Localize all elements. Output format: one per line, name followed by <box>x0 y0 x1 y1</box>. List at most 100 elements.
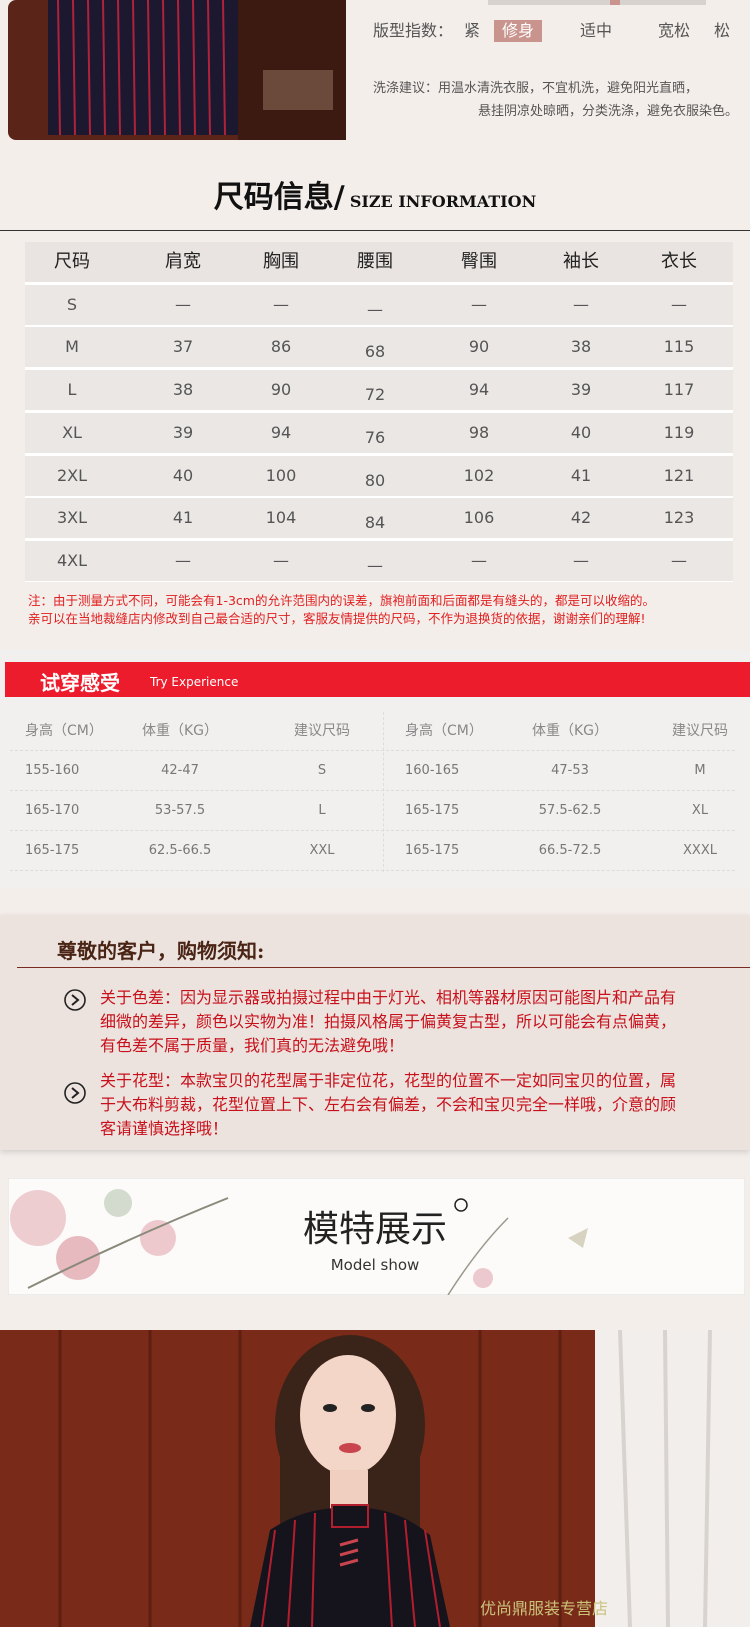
table-cell: L <box>67 380 77 400</box>
table-cell: 90 <box>468 337 490 357</box>
fit-option: 紧 <box>464 21 481 40</box>
notice-panel <box>0 915 750 1150</box>
table-cell: — <box>671 550 687 570</box>
table-cell: 62.5-66.5 <box>148 843 212 858</box>
table-cell: 47-53 <box>551 763 589 778</box>
table-row <box>25 284 733 325</box>
table-cell: 76 <box>364 427 386 447</box>
table-cell: — <box>367 555 383 575</box>
table-cell: 165-170 <box>25 803 80 818</box>
table-cell: 68 <box>364 342 386 362</box>
table-cell: 72 <box>364 385 386 405</box>
table-cell: 121 <box>663 465 695 485</box>
notice-title: 尊敬的客户，购物须知: <box>57 939 265 963</box>
header-cell: 胸围 <box>263 251 299 272</box>
fit-option: 宽松 <box>658 21 691 40</box>
table-cell: — <box>573 550 589 570</box>
size-note: 注：由于测量方式不同，可能会有1-3cm的允许范围内的误差，旗袍前面和后面都是有… <box>28 593 655 608</box>
table-cell: XXL <box>309 843 335 858</box>
header-cell: 体重（KG） <box>141 723 219 739</box>
fit-option: 适中 <box>580 21 613 40</box>
try-table: 身高（CM） 体重（KG） 建议尺码 身高（CM） 体重（KG） 建议尺码 155-160 4… <box>0 712 750 882</box>
fit-marker <box>610 0 620 5</box>
table-cell: 38 <box>570 337 592 357</box>
watermark: 优尚鼎服装专营店 <box>480 1599 609 1618</box>
table-cell: 117 <box>663 380 695 400</box>
row-divider <box>10 870 735 871</box>
table-cell: — <box>471 550 487 570</box>
table-cell: XXXL <box>683 843 717 858</box>
table-cell: 123 <box>663 508 695 528</box>
table-row <box>25 412 733 453</box>
separator <box>383 712 385 872</box>
table-cell: 42-47 <box>161 763 199 778</box>
notice-item: 关于花型：本款宝贝的花型属于非定位花，花型的位置不一定如同宝贝的位置，属于大布料… <box>100 1071 677 1138</box>
table-cell: XL <box>62 422 82 442</box>
size-table: 尺码 肩宽 胸围 腰围 臀围 袖长 衣长 S — — — — — — M 37 86 68 90 38 115 L 38 90… <box>25 242 733 582</box>
table-cell: 4XL <box>56 550 88 570</box>
divider <box>0 230 750 231</box>
table-cell: 57.5-62.5 <box>538 803 602 818</box>
table-cell: 155-160 <box>25 763 80 778</box>
table-cell: 160-165 <box>405 763 460 778</box>
fit-bar <box>488 0 706 5</box>
table-cell: S <box>317 763 327 778</box>
bullet-icon <box>64 989 86 1011</box>
table-cell: 165-175 <box>25 843 80 858</box>
table-cell: 40 <box>172 465 194 485</box>
table-row <box>25 540 733 581</box>
model-subtitle: Model show <box>330 1256 420 1274</box>
table-cell: XL <box>691 803 709 818</box>
table-cell: M <box>694 763 706 778</box>
table-row <box>25 327 733 368</box>
try-on-title: 试穿感受 <box>40 671 120 695</box>
table-cell: — <box>273 550 289 570</box>
header-cell: 体重（KG） <box>531 723 609 739</box>
table-cell: 39 <box>570 380 592 400</box>
table-cell: — <box>273 294 289 314</box>
divider <box>17 967 750 968</box>
fit-option-selected: 修身 <box>494 20 543 42</box>
model-title: 模特展示 <box>302 1209 447 1250</box>
table-cell: 41 <box>570 465 592 485</box>
table-cell: S <box>66 294 78 314</box>
care-text: 悬挂阴凉处晾晒，分类洗涤，避免衣服染色。 <box>477 104 738 119</box>
table-cell: M <box>65 337 79 357</box>
size-title-wrap: 尺码信息/ SIZE INFORMATION <box>0 172 750 216</box>
header-cell: 尺码 <box>54 251 90 272</box>
table-cell: — <box>175 550 191 570</box>
size-title: 尺码信息/ <box>213 180 345 215</box>
table-cell: — <box>573 294 589 314</box>
fit-label: 版型指数： <box>373 21 454 40</box>
size-note: 亲可以在当地裁缝店内修改到自己最合适的尺寸，客服友情提供的尺码，不作为退换货的依… <box>28 611 646 626</box>
table-cell: 94 <box>468 380 490 400</box>
table-cell: 3XL <box>56 508 88 528</box>
table-cell: 39 <box>172 422 194 442</box>
fit-option: 松 <box>714 21 731 40</box>
header-cell: 衣长 <box>661 251 697 272</box>
header-cell: 腰围 <box>357 251 393 272</box>
row-divider <box>10 750 735 751</box>
size-subtitle: SIZE INFORMATION <box>349 192 537 211</box>
try-on-subtitle: Try Experience <box>150 675 239 689</box>
row-divider <box>10 830 735 831</box>
table-cell: — <box>471 294 487 314</box>
table-cell: 119 <box>663 422 695 442</box>
table-cell: 38 <box>172 380 194 400</box>
notice-item: 关于色差：因为显示器或拍摄过程中由于灯光、相机等器材原因可能图片和产品有细微的差… <box>100 988 677 1055</box>
table-cell: 53-57.5 <box>154 803 206 818</box>
table-cell: — <box>671 294 687 314</box>
header-cell: 身高（CM） <box>25 723 103 739</box>
table-cell: 94 <box>270 422 292 442</box>
table-cell: 86 <box>270 337 292 357</box>
table-cell: 80 <box>364 470 386 490</box>
table-cell: 104 <box>265 508 297 528</box>
table-cell: 90 <box>270 380 292 400</box>
header-cell: 肩宽 <box>165 251 201 272</box>
table-cell: 106 <box>463 508 495 528</box>
model-banner <box>8 1178 745 1295</box>
try-on-header <box>5 662 750 697</box>
header-cell: 袖长 <box>563 251 599 272</box>
table-row <box>25 370 733 411</box>
